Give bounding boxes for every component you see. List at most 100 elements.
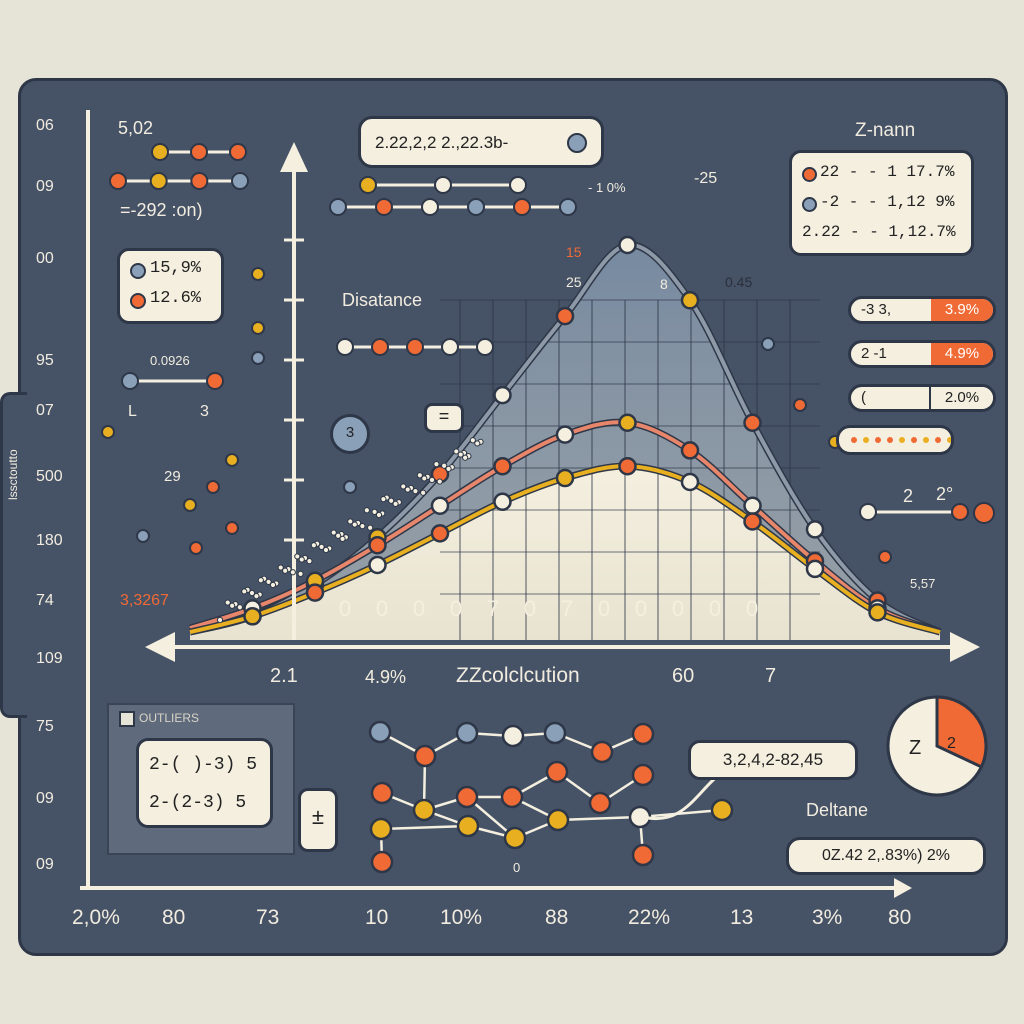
bottom-axis-label: 80 (888, 906, 912, 929)
network-edge (557, 815, 641, 822)
legend-swatch-orange (130, 293, 146, 309)
network-node (500, 785, 524, 809)
dumbbell-g-dot (951, 503, 969, 521)
formula-card: 2-( )-3) 5 2-(2-3) 5 (136, 738, 273, 828)
x-axis-title: ZZcolclcution (456, 664, 580, 687)
scatter-dot (445, 465, 452, 472)
data-point (243, 607, 262, 626)
network-node (543, 721, 567, 745)
dumbbell-c-dot (359, 176, 377, 194)
equals-badge[interactable]: = (424, 403, 464, 433)
scatter-dot (474, 440, 481, 447)
x-tick-label: 7 (487, 596, 499, 621)
x-tick-label: 0 (450, 596, 462, 621)
bottom-axis-label: 2,0% (72, 906, 120, 929)
scatter-dot (248, 589, 256, 597)
legend-card-right: 22 - - 1 17.7% -2 - - 1,12 9% 2.22 - - 1… (789, 150, 974, 256)
data-point (493, 385, 512, 405)
data-point (618, 235, 637, 255)
dumbbell-d-dot (559, 198, 577, 216)
dumbbell-e-dot (336, 338, 354, 356)
scatter-marker (793, 398, 807, 412)
network-node (370, 781, 394, 805)
scatter-marker (225, 521, 239, 535)
data-point (743, 413, 762, 432)
scatter-dot (453, 448, 460, 455)
network-node (456, 814, 480, 838)
network-edge (380, 824, 469, 831)
equation-top-text: 2.22,2,2 2.,22.3b- (375, 133, 509, 152)
left-axis-label: 180 (36, 532, 63, 549)
x-tick-label: 0 (598, 596, 610, 621)
pill-dot (947, 437, 951, 443)
network-node (546, 808, 570, 832)
sequence-card: 3,2,4,2-82,45 (688, 740, 858, 780)
scatter-dot (241, 588, 248, 595)
pill-dot (851, 437, 857, 443)
pill-dot (863, 437, 869, 443)
bottom-axis-label: 22% (628, 906, 671, 929)
n25: 25 (566, 274, 582, 290)
dumbbell-b-dot (190, 143, 208, 161)
scatter-dot (436, 478, 443, 485)
data-point (555, 425, 575, 444)
top-left-value: 5,02 (118, 118, 154, 138)
data-point (368, 535, 387, 555)
stat-pill-3-right: 2.0% (929, 387, 993, 409)
data-point (493, 456, 512, 476)
equation-card-top: 2.22,2,2 2.,22.3b- (358, 116, 604, 168)
legend-right-swatch-1 (802, 167, 817, 182)
scatter-marker (136, 529, 150, 543)
scatter-dot (420, 489, 427, 496)
data-point (743, 496, 762, 515)
outer-x-arrow (894, 878, 912, 898)
bottom-axis-label: 73 (256, 906, 280, 929)
network-node (631, 763, 655, 787)
plus-minus-button[interactable]: ± (298, 788, 338, 852)
scatter-dot (257, 577, 264, 584)
label-0926: 0.0926 (150, 353, 190, 368)
data-point (493, 492, 512, 511)
scatter-marker (101, 425, 115, 439)
scatter-dot (322, 546, 330, 554)
orange-end-dot (973, 502, 995, 524)
x-tick-label: 0 (635, 596, 647, 621)
val-4-9: 4.9% (365, 667, 407, 687)
x-tick-label: 0 (709, 596, 721, 621)
dumbbell-g-dot (859, 503, 877, 521)
legend-right-item-3: 2.22 - - 1,12.7% (802, 223, 956, 241)
network-node (588, 791, 612, 815)
stat-pill-1-left: -3 3, (861, 301, 892, 318)
scatter-marker (189, 541, 203, 555)
scatter-dot (335, 532, 342, 539)
scatter-dot (359, 523, 366, 530)
left-axis-label: 00 (36, 250, 54, 267)
outliers-checkbox[interactable] (119, 711, 135, 727)
network-node (455, 785, 479, 809)
scatter-dot (392, 500, 399, 507)
scatter-dot (462, 454, 469, 461)
dumbbell-d-dot (421, 198, 439, 216)
bottom-axis-label: 88 (545, 906, 569, 929)
stat-pill-3-left: ( (861, 389, 866, 406)
x-tick-label: 0 (672, 596, 684, 621)
x-tick-label: 0 (746, 596, 758, 621)
pill-dot (887, 437, 893, 443)
scatter-dot (282, 567, 289, 574)
data-point (680, 441, 700, 460)
circle-badge[interactable]: 3 (330, 414, 370, 454)
dumbbell-d-dot (467, 198, 485, 216)
network-node (369, 817, 393, 841)
data-point (868, 603, 887, 622)
scatter-dot (421, 475, 428, 482)
left-axis-label: 75 (36, 718, 54, 735)
scatter-dot (339, 535, 346, 542)
data-point (618, 456, 637, 476)
equation-left: =-292 :on) (120, 200, 203, 220)
scatter-marker (878, 550, 892, 564)
data-point (555, 468, 575, 488)
scatter-dot (469, 437, 476, 444)
data-point (368, 555, 387, 575)
scatter-marker (343, 480, 357, 494)
scatter-dot (310, 542, 317, 549)
